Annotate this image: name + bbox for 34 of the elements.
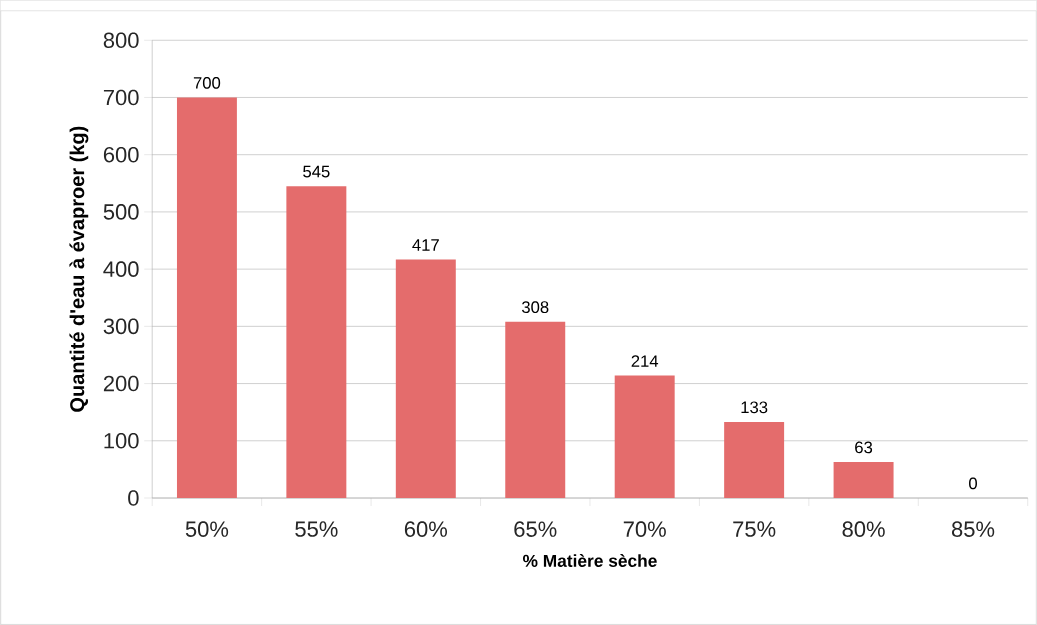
y-axis-title: Quantité d'eau à évaproer (kg) (69, 126, 89, 412)
y-tick-label: 700 (103, 89, 139, 106)
data-label: 214 (631, 355, 659, 367)
y-tick-label: 300 (103, 318, 139, 335)
y-tick-label: 200 (103, 375, 139, 392)
data-label: 63 (855, 441, 873, 454)
data-label: 308 (521, 301, 549, 313)
x-tick-label: 65% (514, 521, 557, 537)
y-tick-label: 800 (103, 32, 139, 48)
bar (395, 259, 456, 498)
data-label: 417 (412, 239, 439, 251)
data-label: 0 (969, 477, 977, 490)
data-label: 700 (193, 76, 221, 89)
y-tick-label: 600 (103, 146, 139, 163)
x-tick-label: 85% (951, 521, 995, 537)
x-tick-label: 75% (733, 521, 776, 537)
x-tick-label: 70% (623, 521, 666, 537)
y-tick-label: 100 (104, 432, 139, 449)
y-tick-label: 500 (103, 204, 139, 220)
x-tick-label: 60% (404, 521, 448, 537)
y-tick-label: 0 (128, 490, 139, 506)
bar (505, 321, 566, 498)
x-tick-label: 50% (185, 521, 229, 537)
bar (614, 375, 675, 498)
x-tick-label: 80% (842, 521, 885, 537)
data-label: 545 (303, 165, 330, 178)
y-tick-label: 400 (103, 261, 139, 277)
x-axis-title: % Matière sèche (523, 553, 657, 567)
x-tick-label: 55% (295, 521, 338, 537)
bar (286, 186, 347, 498)
bar (724, 421, 785, 498)
bar (833, 461, 894, 498)
bar (176, 97, 237, 498)
data-label: 133 (741, 401, 768, 414)
